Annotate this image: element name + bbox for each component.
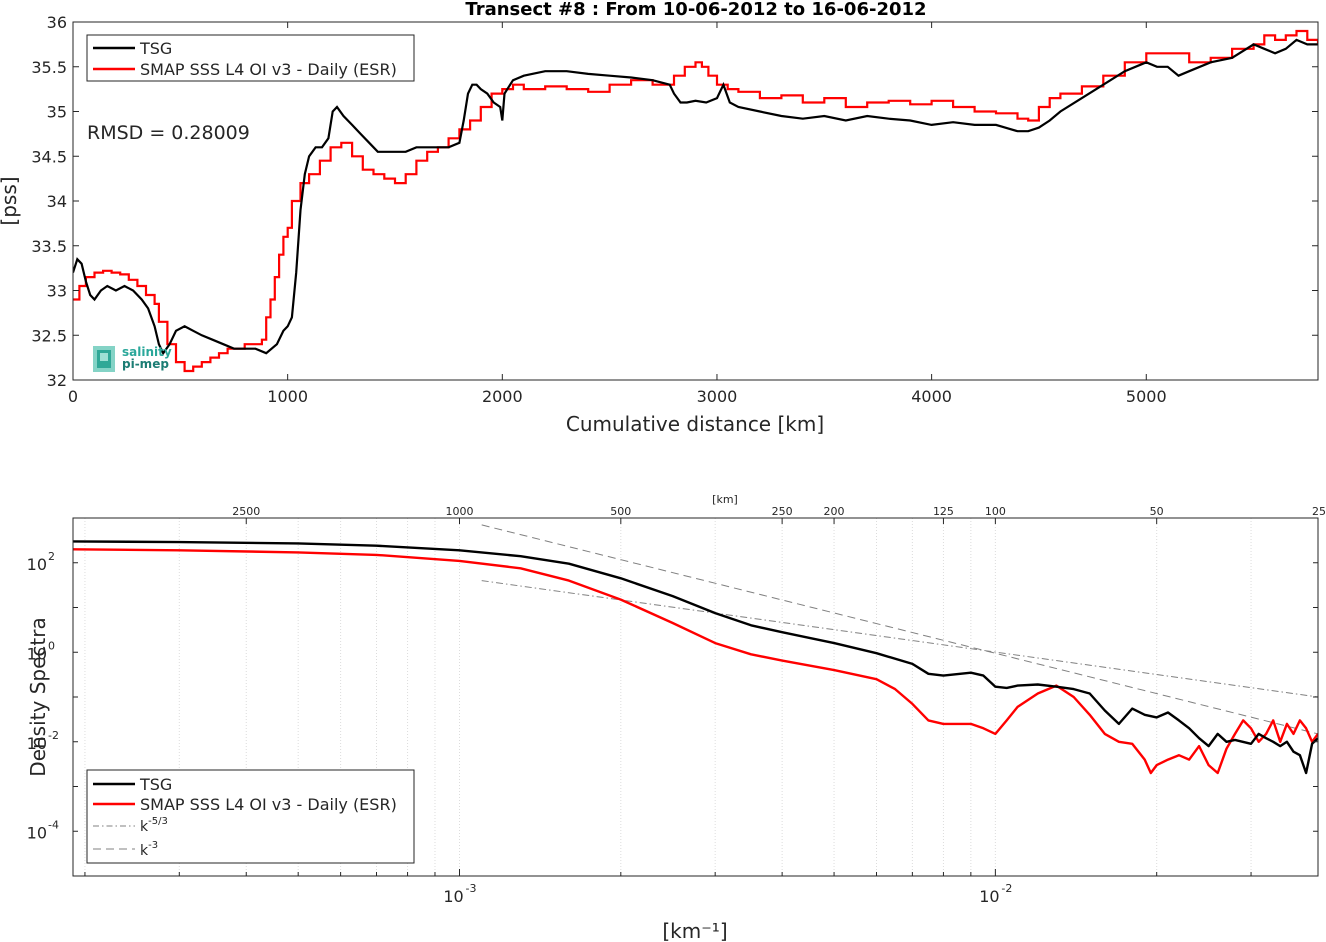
bottom-x-tick-exponent: -2 xyxy=(1001,882,1012,895)
top-y-tick-label: 35.5 xyxy=(31,58,67,77)
bottom-series-line-k3 xyxy=(481,524,1318,735)
bottom-top-tick-label: 125 xyxy=(933,505,954,518)
bottom-plot-area xyxy=(73,524,1318,775)
bottom-legend-label-smap: SMAP SSS L4 OI v3 - Daily (ESR) xyxy=(140,795,397,814)
bottom-x-axis-label-text: [km⁻¹] xyxy=(662,919,727,942)
top-legend-box xyxy=(86,34,415,82)
bottom-legend-label-tsg: TSG xyxy=(139,775,172,794)
top-chart: Transect #8 : From 10-06-2012 to 16-06-2… xyxy=(0,0,1319,436)
bottom-y-tick-label: 10 xyxy=(27,644,47,663)
bottom-x-ticks: 10 -3 10 -2 xyxy=(84,869,1319,906)
bottom-y-tick-exponent: -2 xyxy=(48,729,59,742)
bottom-top-tick-label: 500 xyxy=(610,505,631,518)
bottom-series-line-k53 xyxy=(481,580,1318,698)
bottom-y-tick-exponent: -4 xyxy=(48,818,59,831)
bottom-y-tick-label: 10 xyxy=(27,555,47,574)
bottom-top-axis-label: [km] xyxy=(712,493,738,506)
top-x-tick-label: 1000 xyxy=(267,387,308,406)
bottom-top-tick-label: 2500 xyxy=(232,505,260,518)
salinity-pi-mep-logo: salinity pi-mep xyxy=(93,345,172,372)
bottom-x-tick-label: 10 xyxy=(979,887,999,906)
top-y-tick-label: 33 xyxy=(47,282,67,301)
bottom-top-tick-label: 50 xyxy=(1150,505,1164,518)
top-legend-label-tsg: TSG xyxy=(139,39,172,58)
bottom-top-tick-label: 100 xyxy=(985,505,1006,518)
bottom-top-tick-label: 200 xyxy=(824,505,845,518)
top-y-tick-label: 35 xyxy=(47,103,67,122)
top-legend-label-smap: SMAP SSS L4 OI v3 - Daily (ESR) xyxy=(140,60,397,79)
bottom-legend: TSG SMAP SSS L4 OI v3 - Daily (ESR) k-5/… xyxy=(86,769,415,864)
bottom-top-tick-label: 25 xyxy=(1312,505,1326,518)
chart-title: Transect #8 : From 10-06-2012 to 16-06-2… xyxy=(465,0,926,20)
top-x-ticks: 0 1000 2000 3000 4000 5000 xyxy=(68,22,1167,406)
bottom-y-tick-exponent: 2 xyxy=(48,550,55,563)
logo-text-salinity: salinity xyxy=(122,345,172,359)
top-y-axis-label: [pss] xyxy=(0,176,21,225)
logo-text-pi-mep: pi-mep xyxy=(122,357,169,371)
bottom-top-tick-label: 250 xyxy=(772,505,793,518)
top-legend: TSG SMAP SSS L4 OI v3 - Daily (ESR) xyxy=(86,34,415,82)
bottom-x-tick-label: 10 xyxy=(443,887,463,906)
bottom-y-axis-label: Density Spectra xyxy=(26,617,50,776)
top-x-tick-label: 3000 xyxy=(697,387,738,406)
bottom-series-line-tsg xyxy=(73,540,1318,775)
top-y-tick-label: 32 xyxy=(47,371,67,390)
bottom-y-tick-label: 10 xyxy=(27,734,47,753)
top-y-ticks: 32 32.5 33 33.5 34 34.5 35 35.5 36 xyxy=(31,13,1318,390)
top-x-axis-label: Cumulative distance [km] xyxy=(566,412,824,436)
top-y-tick-label: 32.5 xyxy=(31,326,67,345)
top-plot-area xyxy=(73,29,1318,373)
bottom-top-tick-label: 1000 xyxy=(445,505,473,518)
rmsd-annotation: RMSD = 0.28009 xyxy=(87,122,250,144)
top-y-tick-label: 33.5 xyxy=(31,237,67,256)
top-y-tick-label: 34 xyxy=(47,192,67,211)
top-y-tick-label: 36 xyxy=(47,13,67,32)
bottom-y-tick-exponent: 0 xyxy=(48,639,55,652)
top-x-tick-label: 5000 xyxy=(1126,387,1167,406)
top-series-line-smap xyxy=(73,29,1318,373)
bottom-top-axis-ticks: 2500 1000 500 250 200 125 100 50 25 xyxy=(232,505,1326,524)
bottom-y-tick-label: 10 xyxy=(27,823,47,842)
top-series-line-tsg xyxy=(73,38,1318,356)
bottom-x-tick-exponent: -3 xyxy=(465,882,476,895)
top-x-tick-label: 4000 xyxy=(911,387,952,406)
bottom-legend-label-k3: k-3 xyxy=(140,840,158,859)
top-y-tick-label: 34.5 xyxy=(31,147,67,166)
bottom-legend-box xyxy=(86,769,415,864)
top-x-tick-label: 2000 xyxy=(482,387,523,406)
bottom-x-axis-label: [km⁻¹] xyxy=(662,919,727,942)
bottom-series-line-smap xyxy=(73,548,1318,775)
logo-mark-icon xyxy=(93,346,115,372)
bottom-legend-label-k53: k-5/3 xyxy=(140,816,168,835)
top-x-tick-label: 0 xyxy=(68,387,78,406)
